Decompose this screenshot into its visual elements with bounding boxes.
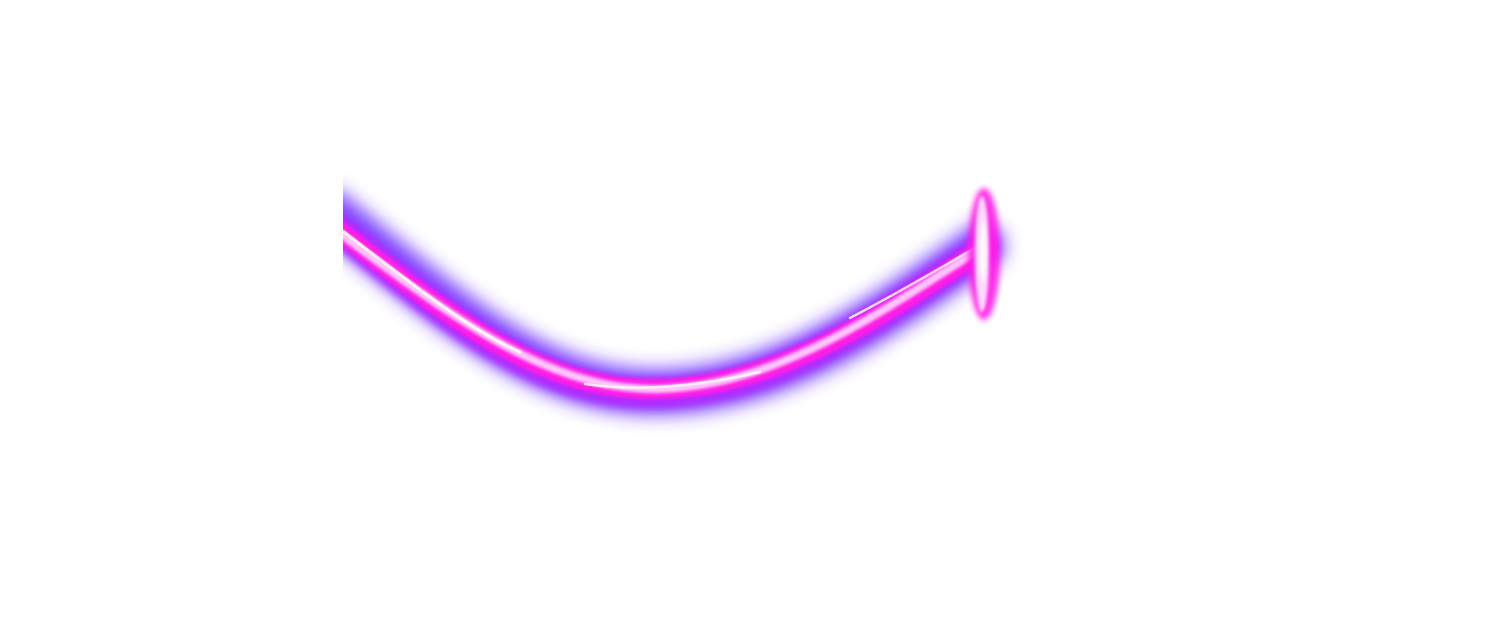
arrow-head bbox=[968, 188, 1000, 320]
shaft-highlight bbox=[848, 246, 977, 320]
arrow-head-core bbox=[980, 222, 986, 282]
arrow-shaft bbox=[343, 193, 1005, 416]
shaft-highlight bbox=[583, 370, 762, 389]
shaft-highlight bbox=[343, 230, 522, 354]
